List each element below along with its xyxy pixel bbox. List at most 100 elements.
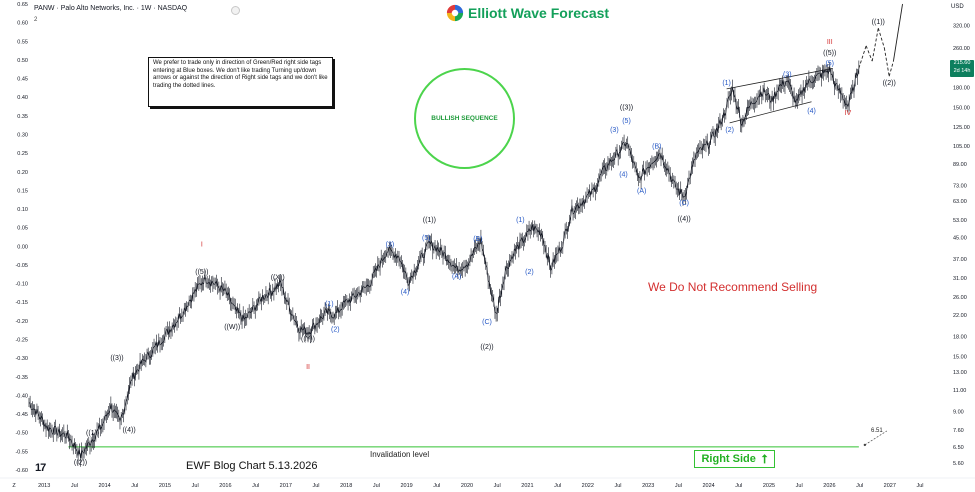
wave-label: ((W)): [224, 324, 240, 331]
left-axis-tick: -0.50: [15, 431, 28, 437]
x-axis-tick: 2020: [461, 483, 473, 489]
wave-label: ((4)): [122, 427, 135, 434]
invalidation-layer: [68, 430, 888, 448]
x-axis-tick: Jul: [735, 483, 742, 489]
x-axis-tick: Z: [12, 483, 16, 489]
elliott-wave-logo-icon: [446, 4, 464, 22]
x-axis: Z 2013 Jul 2014 Jul 2015 Jul 2016 Jul 2017 Jul 2018…: [0, 477, 975, 489]
wave-label: (A): [637, 188, 646, 195]
x-axis-tick: 2018: [340, 483, 352, 489]
eye-icon[interactable]: [231, 6, 240, 15]
x-axis-tick: 2027: [884, 483, 896, 489]
invalidation-level-label: Invalidation level: [370, 450, 430, 459]
x-axis-tick: Jul: [373, 483, 380, 489]
x-axis-tick: Jul: [131, 483, 138, 489]
right-side-tag: Right Side ⭡: [694, 450, 775, 468]
wave-label: (3): [610, 127, 619, 134]
currency-label[interactable]: USD: [951, 4, 964, 10]
wave-label: (2): [331, 327, 340, 334]
bullish-sequence-label: BULLISH SEQUENCE: [431, 115, 498, 122]
left-axis-tick: 0.15: [17, 188, 28, 194]
projection-segment: [892, 3, 903, 62]
wave-label: (5): [422, 235, 431, 242]
left-axis-tick: -0.40: [15, 393, 28, 399]
left-axis-tick: -0.10: [15, 282, 28, 288]
right-axis-tick: 15.00: [953, 354, 967, 360]
projection-segment: [871, 28, 879, 62]
brand-name: Elliott Wave Forecast: [468, 5, 610, 21]
current-value-label: 6.51: [871, 428, 883, 434]
wave-label: ((3)): [110, 355, 123, 362]
wave-label: (A): [452, 274, 461, 281]
wave-label: ((1)): [86, 430, 99, 437]
x-axis-tick: Jul: [916, 483, 923, 489]
wave-label: IV: [845, 110, 852, 117]
left-axis-tick: 0.00: [17, 244, 28, 250]
right-axis-tick: 6.50: [953, 445, 964, 451]
wave-label: II: [306, 364, 310, 371]
right-axis-tick: 18.00: [953, 335, 967, 341]
left-axis-tick: -0.15: [15, 300, 28, 306]
wave-label: ((4)): [678, 216, 691, 223]
indicator-count[interactable]: 2: [34, 17, 38, 23]
x-axis-tick: 2014: [98, 483, 110, 489]
tradingview-logo[interactable]: 17: [35, 462, 46, 474]
blog-chart-footer: EWF Blog Chart 5.13.2026: [186, 460, 318, 472]
wave-label: (4): [807, 108, 816, 115]
wave-label: (4): [401, 289, 410, 296]
right-axis-tick: 37.00: [953, 257, 967, 263]
left-axis-tick: -0.45: [15, 412, 28, 418]
right-axis-tick: 31.00: [953, 276, 967, 282]
channel-line: [726, 68, 833, 90]
left-axis-tick: -0.30: [15, 356, 28, 362]
right-axis-tick: 45.00: [953, 236, 967, 242]
right-side-label: Right Side: [701, 453, 756, 465]
x-axis-tick: Jul: [856, 483, 863, 489]
left-axis-tick: -0.05: [15, 263, 28, 269]
right-axis-tick: 150.00: [953, 105, 970, 111]
x-axis-tick: 2016: [219, 483, 231, 489]
bullish-sequence-badge: BULLISH SEQUENCE: [414, 68, 515, 169]
wave-label: (3): [386, 241, 395, 248]
right-axis-tick: 180.00: [953, 86, 970, 92]
left-axis-tick: 0.60: [17, 21, 28, 27]
wave-label: ((1)): [872, 19, 885, 26]
no-sell-label: We Do Not Recommend Selling: [648, 280, 818, 294]
chart-title[interactable]: PANW · Palo Alto Networks, Inc. · 1W · N…: [34, 5, 188, 12]
wave-label: ((Y)): [301, 336, 315, 343]
wave-label-layer: ((1)) ((2)) ((3)) ((4)) ((5)) I ((W)) ((X)) ((Y)…: [74, 19, 896, 466]
last-price-tag: 215.60 2d 14h: [950, 60, 974, 77]
right-axis-tick: 9.00: [953, 410, 964, 416]
wave-label: (1): [325, 301, 334, 308]
left-axis-tick: -0.35: [15, 375, 28, 381]
x-axis-tick: 2021: [521, 483, 533, 489]
x-axis-tick: 2025: [763, 483, 775, 489]
left-axis-tick: -0.20: [15, 319, 28, 325]
left-axis-tick: 0.20: [17, 170, 28, 176]
current-value-leader: [864, 430, 888, 446]
wave-label: ((3)): [620, 104, 633, 111]
wave-label: (B): [652, 143, 661, 150]
left-axis-tick: 0.25: [17, 151, 28, 157]
left-axis-tick: -0.60: [15, 468, 28, 474]
wave-label: (C): [679, 200, 689, 207]
last-price-value: 215.60: [953, 60, 971, 66]
right-axis-tick: 125.00: [953, 125, 970, 131]
wave-label: (C): [482, 319, 492, 326]
x-axis-tick: 2023: [642, 483, 654, 489]
left-axis-tick: -0.25: [15, 338, 28, 344]
right-axis-tick: 320.00: [953, 23, 970, 29]
x-axis-tick: 2017: [280, 483, 292, 489]
projection-segment: [865, 45, 873, 62]
left-axis-tick: 0.65: [17, 2, 28, 8]
projection-layer: [858, 3, 903, 77]
wave-label: (B): [473, 236, 482, 243]
wave-label: ((2)): [74, 460, 87, 467]
right-axis-tick: 105.00: [953, 144, 970, 150]
price-layer: [28, 60, 860, 467]
right-axis-tick: 22.00: [953, 313, 967, 319]
projection-segment: [883, 47, 890, 77]
projection-segment: [877, 28, 885, 48]
brand-header: Elliott Wave Forecast: [446, 2, 609, 24]
